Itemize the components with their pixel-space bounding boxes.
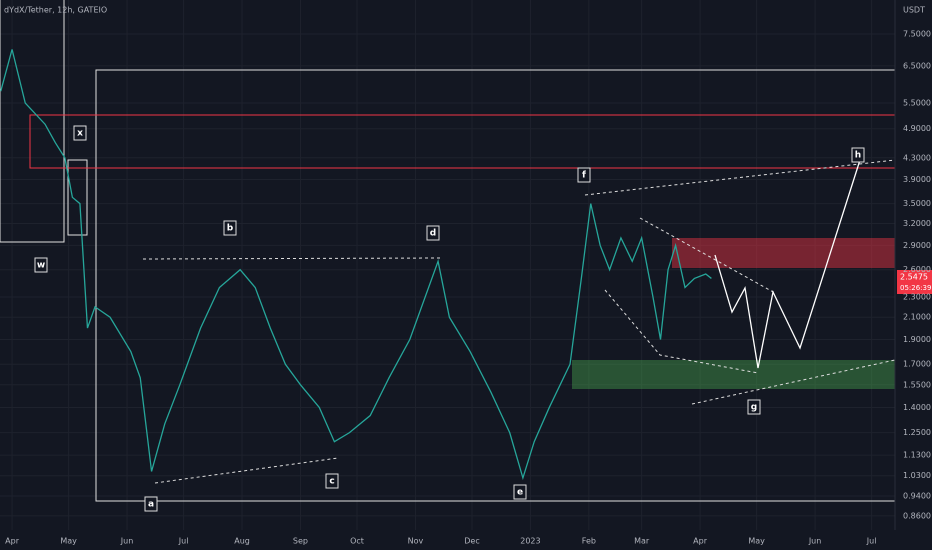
wave-label: b [227, 224, 234, 234]
y-tick-label: 2.3000 [903, 292, 931, 301]
x-tick-label: Jul [178, 537, 189, 546]
box-x [67, 159, 88, 236]
x-tick-label: Sep [293, 537, 308, 546]
wave-label: e [517, 488, 523, 498]
wave-label: a [148, 500, 154, 510]
x-tick-label: Aug [234, 537, 250, 546]
supply-zone [672, 238, 895, 268]
x-tick-label: Jun [120, 537, 134, 546]
wave-label: h [855, 151, 861, 161]
x-tick-label: Feb [582, 537, 596, 546]
countdown: 05:26:39 [900, 284, 931, 292]
chart-title: dYdX/Tether, 12h, GATEIO [4, 6, 107, 15]
wave-label: g [751, 403, 757, 413]
y-tick-label: 2.9000 [903, 241, 931, 250]
y-tick-label: 7.5000 [903, 30, 931, 39]
wave-label: f [582, 171, 586, 181]
y-tick-label: 2.1000 [903, 313, 931, 322]
label-box [144, 496, 158, 512]
y-tick-label: 1.5500 [903, 380, 931, 389]
wave-label: x [77, 129, 83, 139]
label-box [325, 473, 339, 489]
x-tick-label: Nov [408, 537, 424, 546]
y-tick-label: 2.6000 [903, 265, 931, 274]
y-tick-label: 4.3000 [903, 153, 931, 162]
label-box [747, 399, 761, 415]
x-tick-label: Oct [350, 537, 364, 546]
y-axis-label: USDT [903, 6, 925, 15]
x-tick-label: Jun [808, 537, 822, 546]
demand-zone [572, 360, 895, 389]
label-box [851, 147, 865, 163]
y-tick-label: 0.9400 [903, 492, 931, 501]
y-tick-label: 1.9000 [903, 335, 931, 344]
box-w [0, 0, 65, 243]
price-line [0, 49, 712, 481]
x-tick-label: Apr [693, 537, 708, 546]
wave-label: d [430, 229, 436, 239]
label-box [34, 257, 48, 273]
x-tick-label: May [60, 537, 77, 546]
label-box [577, 167, 591, 183]
x-tick-label: 2023 [520, 537, 540, 546]
x-tick-label: Dec [464, 537, 479, 546]
y-tick-label: 4.9000 [903, 124, 931, 133]
price-badge [897, 270, 932, 294]
label-box [426, 225, 440, 241]
wave-label: w [37, 261, 45, 271]
trendlines [142, 159, 896, 484]
last-price: 2.5475 [900, 273, 928, 282]
x-tick-label: May [748, 537, 765, 546]
wave-labels: w x a b c d e f g h [34, 125, 865, 512]
y-tick-label: 0.8600 [903, 511, 931, 520]
red-levels [29, 114, 895, 169]
x-tick-label: Apr [5, 537, 20, 546]
x-tick-label: Jul [866, 537, 877, 546]
label-box [223, 220, 237, 236]
drawings [0, 0, 896, 502]
grid [0, 0, 895, 530]
y-tick-label: 1.7000 [903, 360, 931, 369]
y-tick-label: 3.9000 [903, 175, 931, 184]
label-box [73, 125, 87, 141]
label-box [513, 484, 527, 500]
projection [714, 159, 861, 369]
y-tick-label: 3.5000 [903, 199, 931, 208]
y-tick-label: 3.2000 [903, 219, 931, 228]
wave-label: c [329, 477, 334, 487]
y-tick-label: 6.5000 [903, 61, 931, 70]
y-tick-label: 1.0300 [903, 471, 931, 480]
y-tick-label: 1.4000 [903, 403, 931, 412]
y-tick-label: 1.1300 [903, 451, 931, 460]
x-tick-label: Mar [634, 537, 650, 546]
y-tick-label: 1.2500 [903, 428, 931, 437]
y-tick-label: 5.5000 [903, 99, 931, 108]
